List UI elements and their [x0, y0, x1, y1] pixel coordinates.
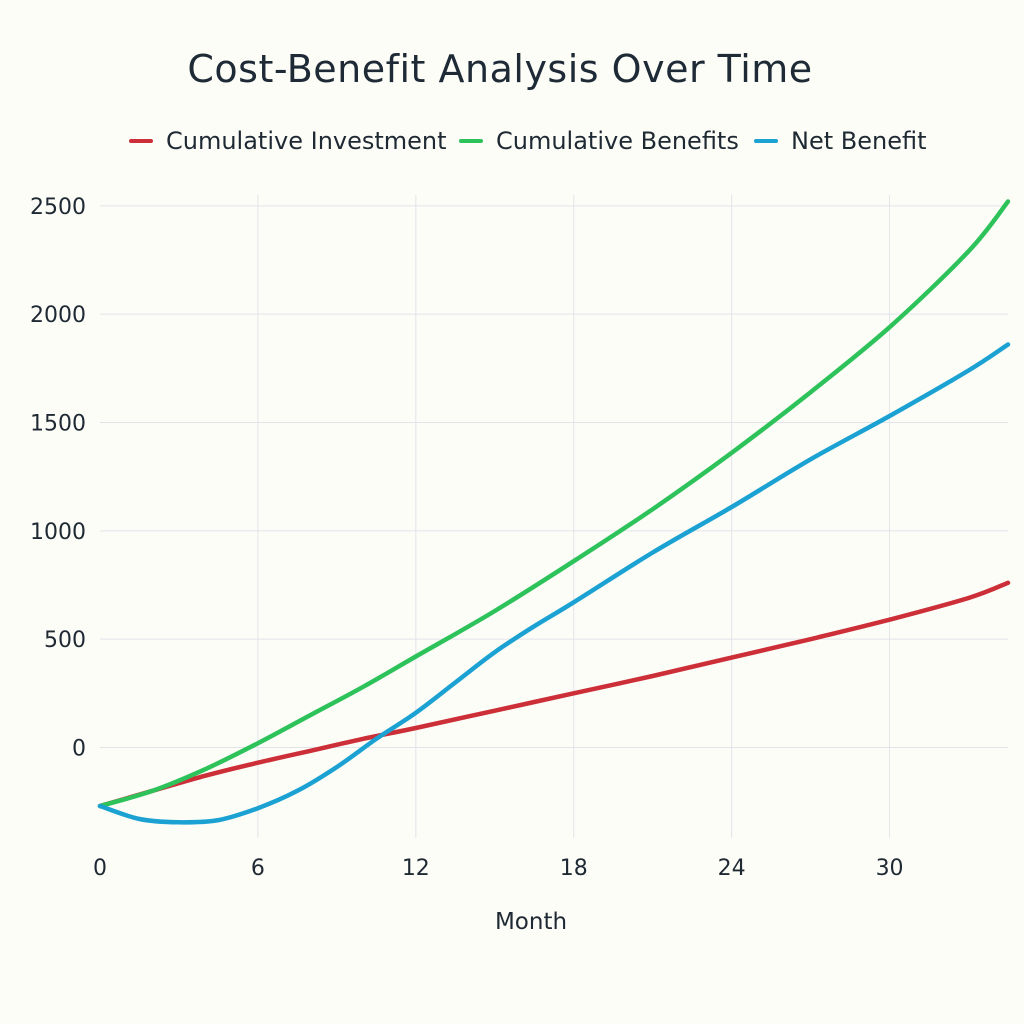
y-tick-label: 500 [44, 628, 86, 653]
legend-item: Cumulative Benefits [459, 127, 739, 155]
x-tick-label: 12 [402, 856, 430, 881]
series-line-net-benefit [97, 342, 1011, 825]
x-tick-label: 24 [718, 856, 746, 881]
x-tick-label: 18 [560, 856, 588, 881]
y-tick-label: 1500 [30, 412, 86, 437]
x-axis-ticks: 0 6 12 18 24 30 [93, 856, 904, 881]
y-tick-label: 2500 [30, 195, 86, 220]
y-tick-label: 2000 [30, 303, 86, 328]
y-tick-label: 1000 [30, 520, 86, 545]
series-lines [97, 199, 1011, 825]
legend-label: Cumulative Investment [166, 127, 447, 155]
legend-label: Cumulative Benefits [496, 127, 739, 155]
x-tick-label: 0 [93, 856, 107, 881]
chart-title: Cost-Benefit Analysis Over Time [187, 47, 812, 91]
series-line-cumulative-investment [97, 580, 1011, 809]
x-tick-label: 30 [876, 856, 904, 881]
y-axis-ticks: 0 500 1000 1500 2000 2500 [30, 195, 86, 762]
grid [100, 195, 1008, 838]
legend-label: Net Benefit [791, 127, 927, 155]
legend-item: Cumulative Investment [129, 127, 447, 155]
x-tick-label: 6 [251, 856, 265, 881]
legend: Cumulative Investment Cumulative Benefits… [129, 127, 927, 155]
x-axis-label: Month [495, 909, 567, 935]
y-tick-label: 0 [72, 737, 86, 762]
series-line-cumulative-benefits [97, 199, 1011, 809]
legend-item: Net Benefit [754, 127, 927, 155]
